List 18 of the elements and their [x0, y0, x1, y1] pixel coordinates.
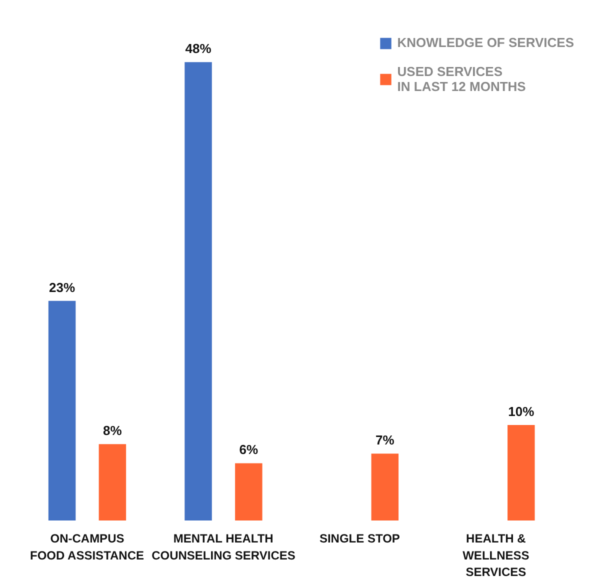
bar	[48, 300, 76, 520]
data-label: 6%	[239, 442, 259, 458]
bar	[235, 463, 262, 520]
x-tick-label: HEALTH & WELLNESS SERVICES	[462, 532, 530, 580]
x-tick-label: ON-CAMPUS FOOD ASSISTANCE	[30, 532, 144, 562]
data-label: 8%	[103, 423, 122, 438]
bar	[184, 62, 212, 520]
bar	[371, 454, 399, 520]
x-tick-label: SINGLE STOP	[319, 532, 400, 546]
data-label: 48%	[185, 41, 212, 56]
legend-label: USED SERVICES IN LAST 12 MONTHS	[397, 64, 526, 94]
data-label: 7%	[376, 432, 395, 448]
x-tick-label: MENTAL HEALTH COUNSELING SERVICES	[152, 532, 296, 562]
bar	[98, 444, 126, 520]
legend-label: KNOWLEDGE OF SERVICES	[397, 35, 574, 50]
data-label: 10%	[508, 404, 535, 420]
bar	[508, 425, 535, 520]
data-label: 23%	[49, 280, 76, 295]
